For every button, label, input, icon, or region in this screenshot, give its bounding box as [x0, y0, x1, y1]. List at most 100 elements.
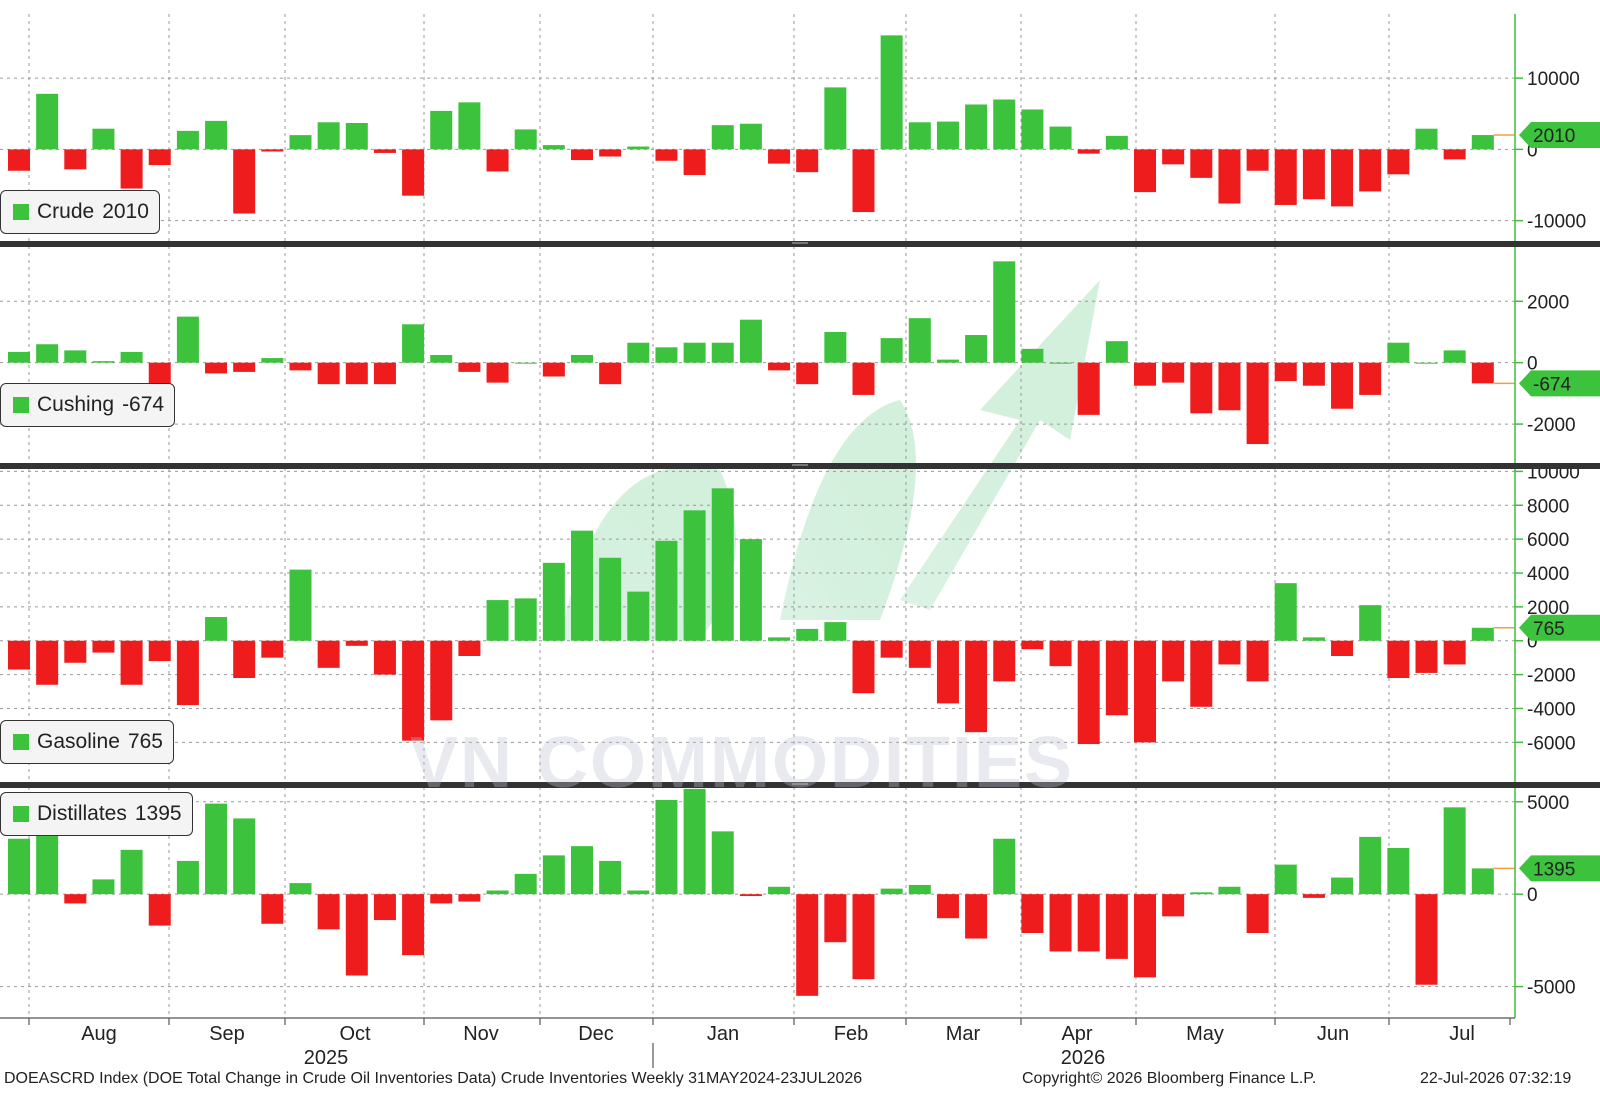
- bar-cushing: [1443, 350, 1466, 363]
- bar-gasoline: [965, 640, 988, 733]
- bar-cushing: [1471, 362, 1494, 384]
- bar-crude: [852, 149, 875, 213]
- bar-cushing: [655, 347, 678, 363]
- bar-distillates: [373, 894, 396, 921]
- bar-distillates: [402, 894, 425, 956]
- bar-crude: [824, 87, 847, 150]
- bar-gasoline: [8, 640, 30, 670]
- bar-gasoline: [993, 640, 1016, 682]
- bar-distillates: [768, 886, 791, 895]
- bar-cushing: [1049, 362, 1072, 364]
- legend-crude: Crude 2010: [0, 190, 160, 234]
- bar-crude: [1302, 149, 1325, 200]
- bar-distillates: [1415, 894, 1438, 985]
- bar-cushing: [1190, 362, 1213, 414]
- bar-crude: [1387, 149, 1410, 175]
- bar-cushing: [796, 362, 819, 385]
- y-tick-label: -2000: [1527, 666, 1576, 687]
- bar-cushing: [233, 362, 256, 372]
- bar-cushing: [176, 316, 199, 363]
- bar-gasoline: [1134, 640, 1156, 743]
- y-tick-label: -4000: [1527, 699, 1576, 720]
- bar-gasoline: [486, 600, 509, 641]
- watermark-text: VN COMMODITIES: [410, 723, 1075, 803]
- last-value-tag: [1519, 122, 1600, 149]
- bar-gasoline: [627, 591, 650, 641]
- bar-gasoline: [1443, 640, 1466, 665]
- legend-value: 765: [127, 730, 163, 753]
- bar-crude: [1415, 128, 1438, 150]
- last-value-label: 765: [1533, 619, 1565, 640]
- bar-gasoline: [1049, 640, 1072, 667]
- bar-distillates: [8, 838, 30, 895]
- bar-crude: [1274, 149, 1297, 205]
- bar-crude: [205, 120, 228, 150]
- bar-cushing: [148, 362, 171, 386]
- legend-value: 2010: [102, 200, 149, 223]
- month-label: May: [1186, 1023, 1224, 1045]
- bar-gasoline: [824, 622, 847, 641]
- bar-gasoline: [289, 569, 312, 641]
- bar-distillates: [1049, 894, 1072, 952]
- bar-gasoline: [1021, 640, 1044, 650]
- bar-gasoline: [1105, 640, 1128, 716]
- month-label: Sep: [209, 1023, 245, 1045]
- bar-distillates: [1471, 868, 1494, 895]
- bar-distillates: [1218, 886, 1241, 895]
- bar-distillates: [458, 894, 481, 902]
- bar-crude: [1471, 135, 1494, 150]
- legend-swatch: [13, 806, 29, 822]
- bar-distillates: [683, 788, 706, 895]
- bar-distillates: [1021, 894, 1044, 933]
- legend-gasoline: Gasoline 765: [0, 720, 174, 764]
- bar-cushing: [373, 362, 396, 385]
- bar-distillates: [148, 894, 171, 926]
- bar-gasoline: [739, 539, 762, 641]
- bar-distillates: [92, 879, 115, 895]
- panel-divider: [0, 782, 1600, 788]
- bar-distillates: [936, 894, 959, 919]
- legend-cushing: Cushing -674: [0, 383, 176, 427]
- y-tick-label: 5000: [1527, 793, 1569, 814]
- bar-crude: [796, 149, 819, 173]
- year-label: 2026: [1061, 1047, 1106, 1069]
- bar-gasoline: [880, 640, 903, 658]
- bar-crude: [1021, 109, 1044, 150]
- last-value-label: 1395: [1533, 859, 1575, 880]
- bar-gasoline: [317, 640, 340, 668]
- bar-distillates: [1359, 836, 1382, 895]
- month-axis: Aug Sep Oct Nov Dec Jan Feb Mar Apr May Jun Jul 2025…: [0, 1017, 1515, 1069]
- panel-divider: [0, 241, 1600, 247]
- bar-cushing: [1387, 342, 1410, 363]
- bar-cushing: [1077, 362, 1100, 415]
- bar-gasoline: [1190, 640, 1213, 707]
- bar-gasoline: [655, 540, 678, 641]
- footer-copyright: Copyright© 2026 Bloomberg Finance L.P.: [1022, 1070, 1317, 1087]
- bar-distillates: [599, 860, 622, 895]
- bar-gasoline: [36, 640, 59, 685]
- bar-gasoline: [92, 640, 115, 653]
- bar-crude: [514, 129, 537, 150]
- y-tick-label: 8000: [1527, 496, 1569, 517]
- bar-gasoline: [936, 640, 959, 704]
- bar-crude: [402, 149, 425, 196]
- y-tick-label: 6000: [1527, 530, 1569, 551]
- y-tick-label: 0: [1527, 140, 1538, 161]
- bar-cushing: [1105, 341, 1128, 363]
- month-label: Aug: [81, 1023, 117, 1045]
- y-tick-label: -10000: [1527, 212, 1586, 233]
- bar-cushing: [458, 362, 481, 372]
- bar-crude: [936, 121, 959, 150]
- bar-gasoline: [852, 640, 875, 694]
- bar-crude: [176, 130, 199, 150]
- month-label: Nov: [463, 1023, 499, 1045]
- bar-distillates: [852, 894, 875, 980]
- bar-crude: [739, 123, 762, 150]
- bar-gasoline: [373, 640, 396, 675]
- bar-distillates: [1302, 894, 1325, 898]
- bar-crude: [261, 149, 284, 152]
- footer-source: DOEASCRD Index (DOE Total Change in Crud…: [4, 1070, 863, 1087]
- bar-crude: [36, 93, 59, 150]
- legend-label: Distillates: [37, 802, 127, 825]
